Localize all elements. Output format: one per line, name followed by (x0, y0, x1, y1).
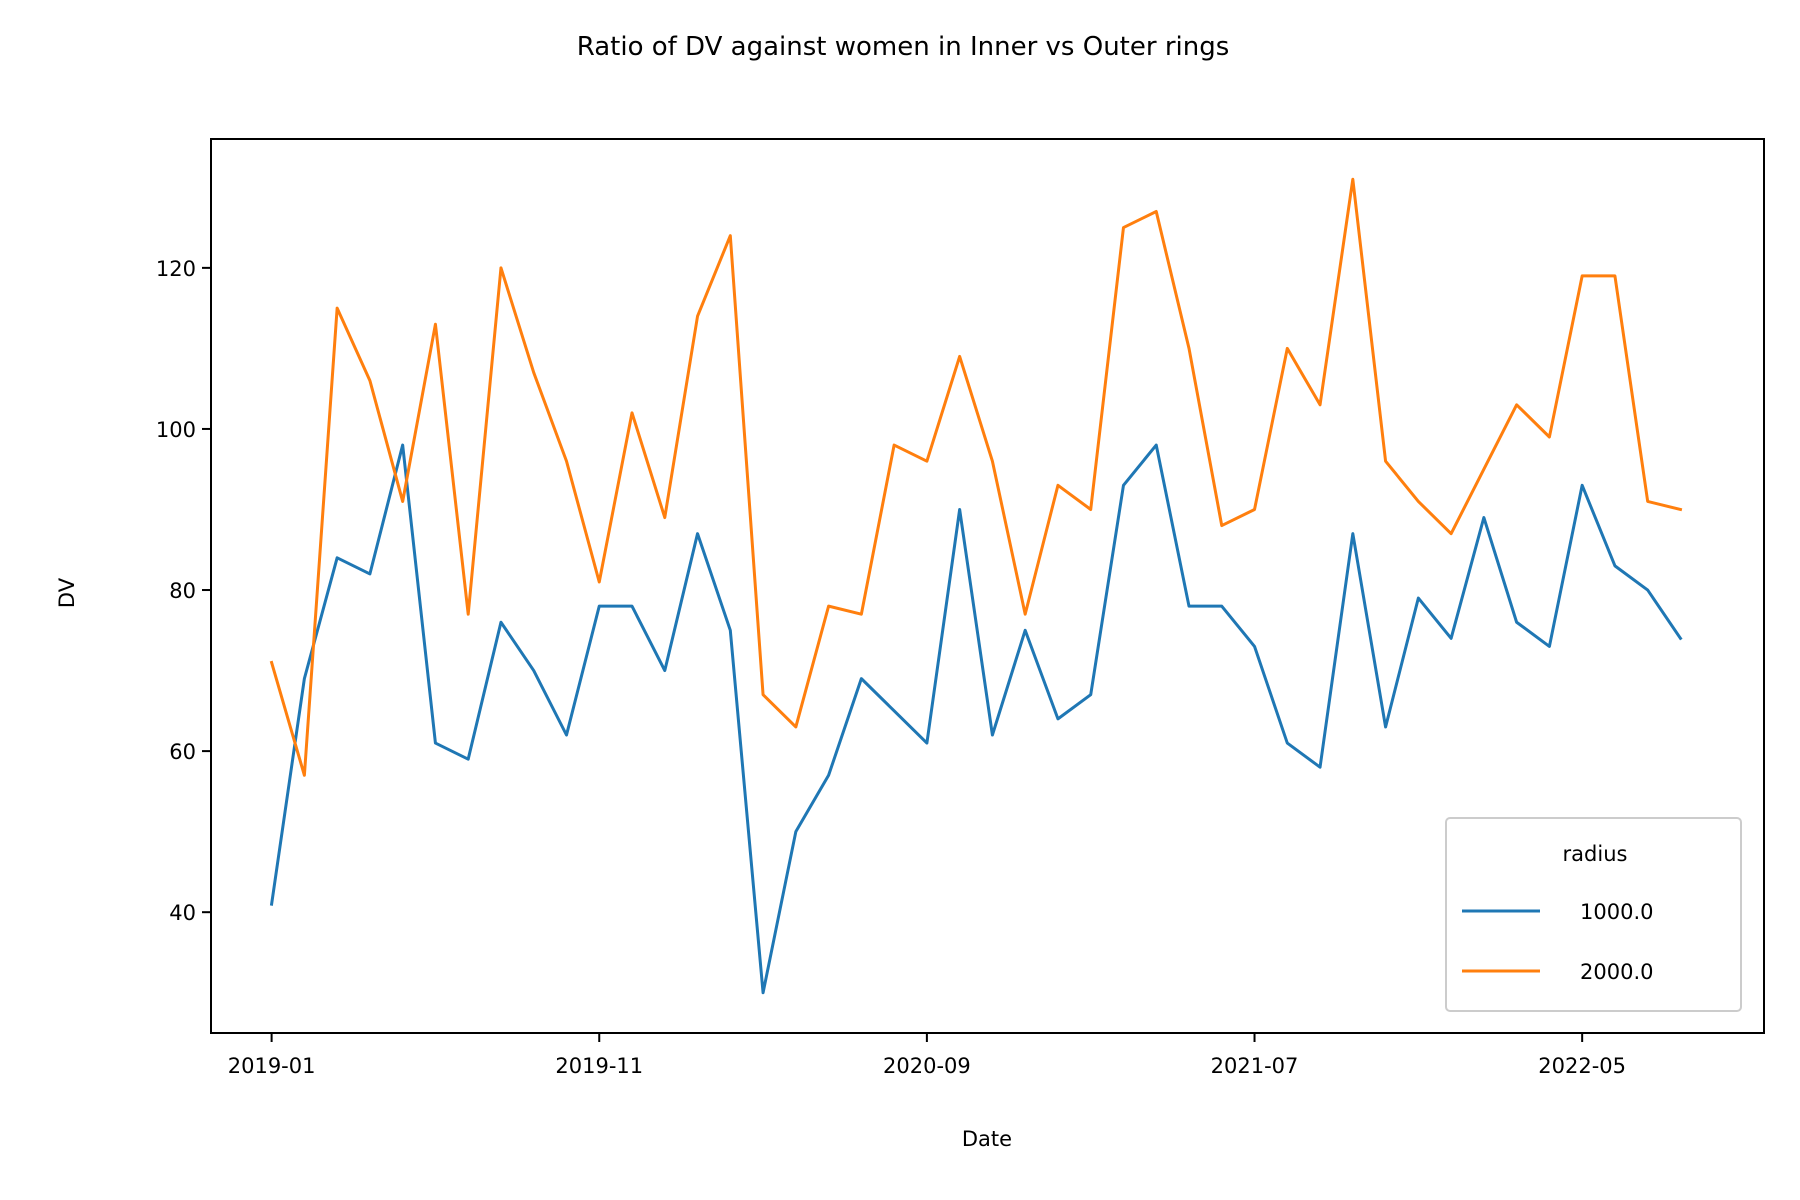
legend-label-2000.0: 2000.0 (1580, 960, 1653, 984)
x-tick-label: 2022-05 (1538, 1054, 1626, 1078)
series-line-1000.0 (269, 443, 1683, 995)
y-axis-label: DV (55, 577, 79, 608)
y-tick-label: 60 (169, 740, 196, 764)
y-axis: 40 60 80 100 120 (156, 257, 211, 925)
plot-area-frame (210, 138, 1765, 1034)
x-tick-label: 2021-07 (1211, 1054, 1299, 1078)
chart-title: Ratio of DV against women in Inner vs Ou… (577, 32, 1230, 62)
legend-label-1000.0: 1000.0 (1580, 900, 1653, 924)
x-tick-label: 2019-11 (555, 1054, 643, 1078)
series-layer (269, 177, 1683, 995)
legend-box (1445, 817, 1742, 1012)
legend: radius 1000.0 2000.0 (1445, 817, 1742, 1012)
x-axis: 2019-01 2019-11 2020-09 2021-07 2022-05 (228, 1033, 1626, 1078)
y-tick-label: 40 (169, 901, 196, 925)
y-tick-label: 80 (169, 579, 196, 603)
x-axis-label: Date (962, 1127, 1012, 1151)
legend-title: radius (1563, 842, 1628, 866)
y-tick-label: 120 (156, 257, 196, 281)
series-line-2000.0 (269, 177, 1683, 777)
y-tick-label: 100 (156, 418, 196, 442)
x-tick-label: 2020-09 (883, 1054, 971, 1078)
legend-entries: 1000.0 2000.0 (1462, 900, 1653, 984)
x-tick-label: 2019-01 (228, 1054, 316, 1078)
